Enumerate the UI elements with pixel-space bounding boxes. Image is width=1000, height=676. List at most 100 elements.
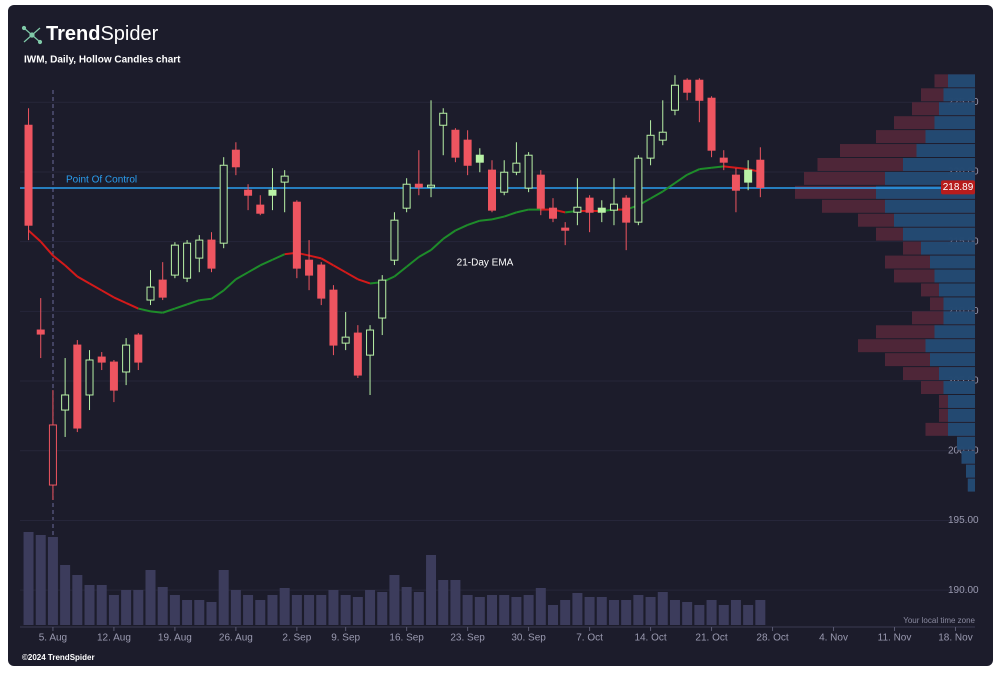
- candle-body: [341, 336, 350, 344]
- candle-body: [256, 204, 265, 214]
- ema-segment: [89, 282, 103, 292]
- profile-up: [948, 394, 975, 408]
- volume-bar: [499, 595, 510, 625]
- x-tick-label: 5. Aug: [39, 633, 67, 644]
- x-tick-label: 18. Nov: [938, 633, 972, 644]
- candle-body: [414, 183, 423, 188]
- volume-bar: [230, 590, 241, 625]
- candle-body: [207, 239, 216, 269]
- last-price-label: 218.89: [943, 182, 974, 193]
- profile-up: [885, 199, 975, 213]
- profile-up: [921, 241, 975, 255]
- panel: [8, 5, 993, 666]
- logo-icon: [21, 25, 43, 45]
- volume-bar: [194, 600, 205, 625]
- volume-bar: [413, 592, 424, 625]
- candle-body: [597, 207, 606, 213]
- volume-bar: [608, 600, 619, 625]
- ema-segment: [138, 307, 151, 313]
- volume-bar: [60, 565, 71, 625]
- ema-segment: [174, 303, 188, 310]
- ema-segment: [272, 253, 286, 261]
- ema-segment: [503, 211, 517, 218]
- volume-bar: [340, 595, 351, 625]
- footer: ©2024 TrendSpider: [22, 653, 95, 662]
- volume-bar: [694, 605, 705, 625]
- timezone-note: Your local time zone: [903, 616, 975, 625]
- candle-body: [183, 242, 192, 279]
- profile-up: [948, 422, 975, 436]
- candle-body: [146, 286, 155, 301]
- candle-body: [378, 279, 387, 319]
- volume-bar: [23, 532, 34, 625]
- volume-bar: [35, 535, 46, 625]
- x-tick-label: 16. Sep: [389, 633, 424, 644]
- candle-body: [195, 239, 204, 259]
- x-tick-label: 12. Aug: [97, 633, 131, 644]
- ema-segment: [150, 310, 163, 314]
- candle-body: [536, 174, 545, 209]
- ema-segment: [52, 254, 66, 267]
- candle-body: [36, 329, 45, 335]
- volume-bar: [572, 593, 583, 625]
- volume-bar: [706, 600, 717, 625]
- ema-segment: [699, 166, 712, 171]
- profile-up: [916, 144, 975, 158]
- volume-bar: [730, 600, 741, 625]
- x-tick-label: 2. Sep: [282, 633, 311, 644]
- ema-segment: [27, 229, 42, 243]
- volume-bar: [255, 600, 266, 625]
- candle-body: [219, 164, 228, 244]
- x-tick-label: 26. Aug: [219, 633, 253, 644]
- volume-bar: [121, 590, 132, 625]
- volume-bar: [182, 600, 193, 625]
- ema-segment: [491, 215, 505, 221]
- ema-segment: [76, 275, 91, 285]
- volume-bar: [304, 595, 315, 625]
- ema-segment: [479, 218, 493, 222]
- ema-segment: [64, 264, 78, 278]
- profile-up: [948, 408, 975, 422]
- volume-bar: [316, 595, 327, 625]
- volume-bar: [157, 587, 168, 625]
- volume-bar: [438, 580, 449, 625]
- candle-body: [402, 183, 411, 209]
- volume-bar: [47, 537, 58, 625]
- ema-segment: [223, 278, 237, 292]
- ema-segment: [516, 208, 529, 214]
- volume-bar: [206, 602, 217, 625]
- profile-up: [961, 450, 975, 464]
- ema-segment: [345, 271, 359, 281]
- ema-segment: [308, 254, 322, 260]
- ema-segment: [406, 256, 420, 268]
- candle-body: [158, 279, 167, 298]
- profile-up: [943, 381, 975, 394]
- volume-bar: [743, 605, 754, 625]
- volume-bar: [535, 588, 546, 625]
- ema-segment: [674, 173, 688, 184]
- ema-segment: [723, 165, 737, 169]
- candle-body: [756, 159, 765, 188]
- volume-bar: [645, 597, 656, 625]
- volume-bar: [682, 602, 693, 625]
- profile-up: [903, 227, 975, 241]
- volume-bar: [755, 600, 766, 625]
- profile-up: [925, 339, 975, 353]
- ema-segment: [320, 257, 334, 267]
- volume-bar: [426, 555, 437, 625]
- ema-segment: [199, 297, 212, 302]
- profile-up: [939, 102, 975, 116]
- candle-body: [622, 197, 631, 223]
- candle-body: [512, 162, 521, 173]
- profile-up: [957, 436, 975, 450]
- candle-body: [475, 154, 484, 163]
- candle-body: [231, 149, 240, 168]
- ema-segment: [210, 289, 225, 300]
- candle-body: [427, 184, 436, 188]
- x-tick-label: 28. Oct: [756, 633, 788, 644]
- candle-body: [24, 124, 33, 226]
- ema-segment: [711, 165, 724, 169]
- volume-bar: [401, 587, 412, 625]
- ema-segment: [101, 289, 115, 299]
- poc-label: Point Of Control: [66, 175, 137, 186]
